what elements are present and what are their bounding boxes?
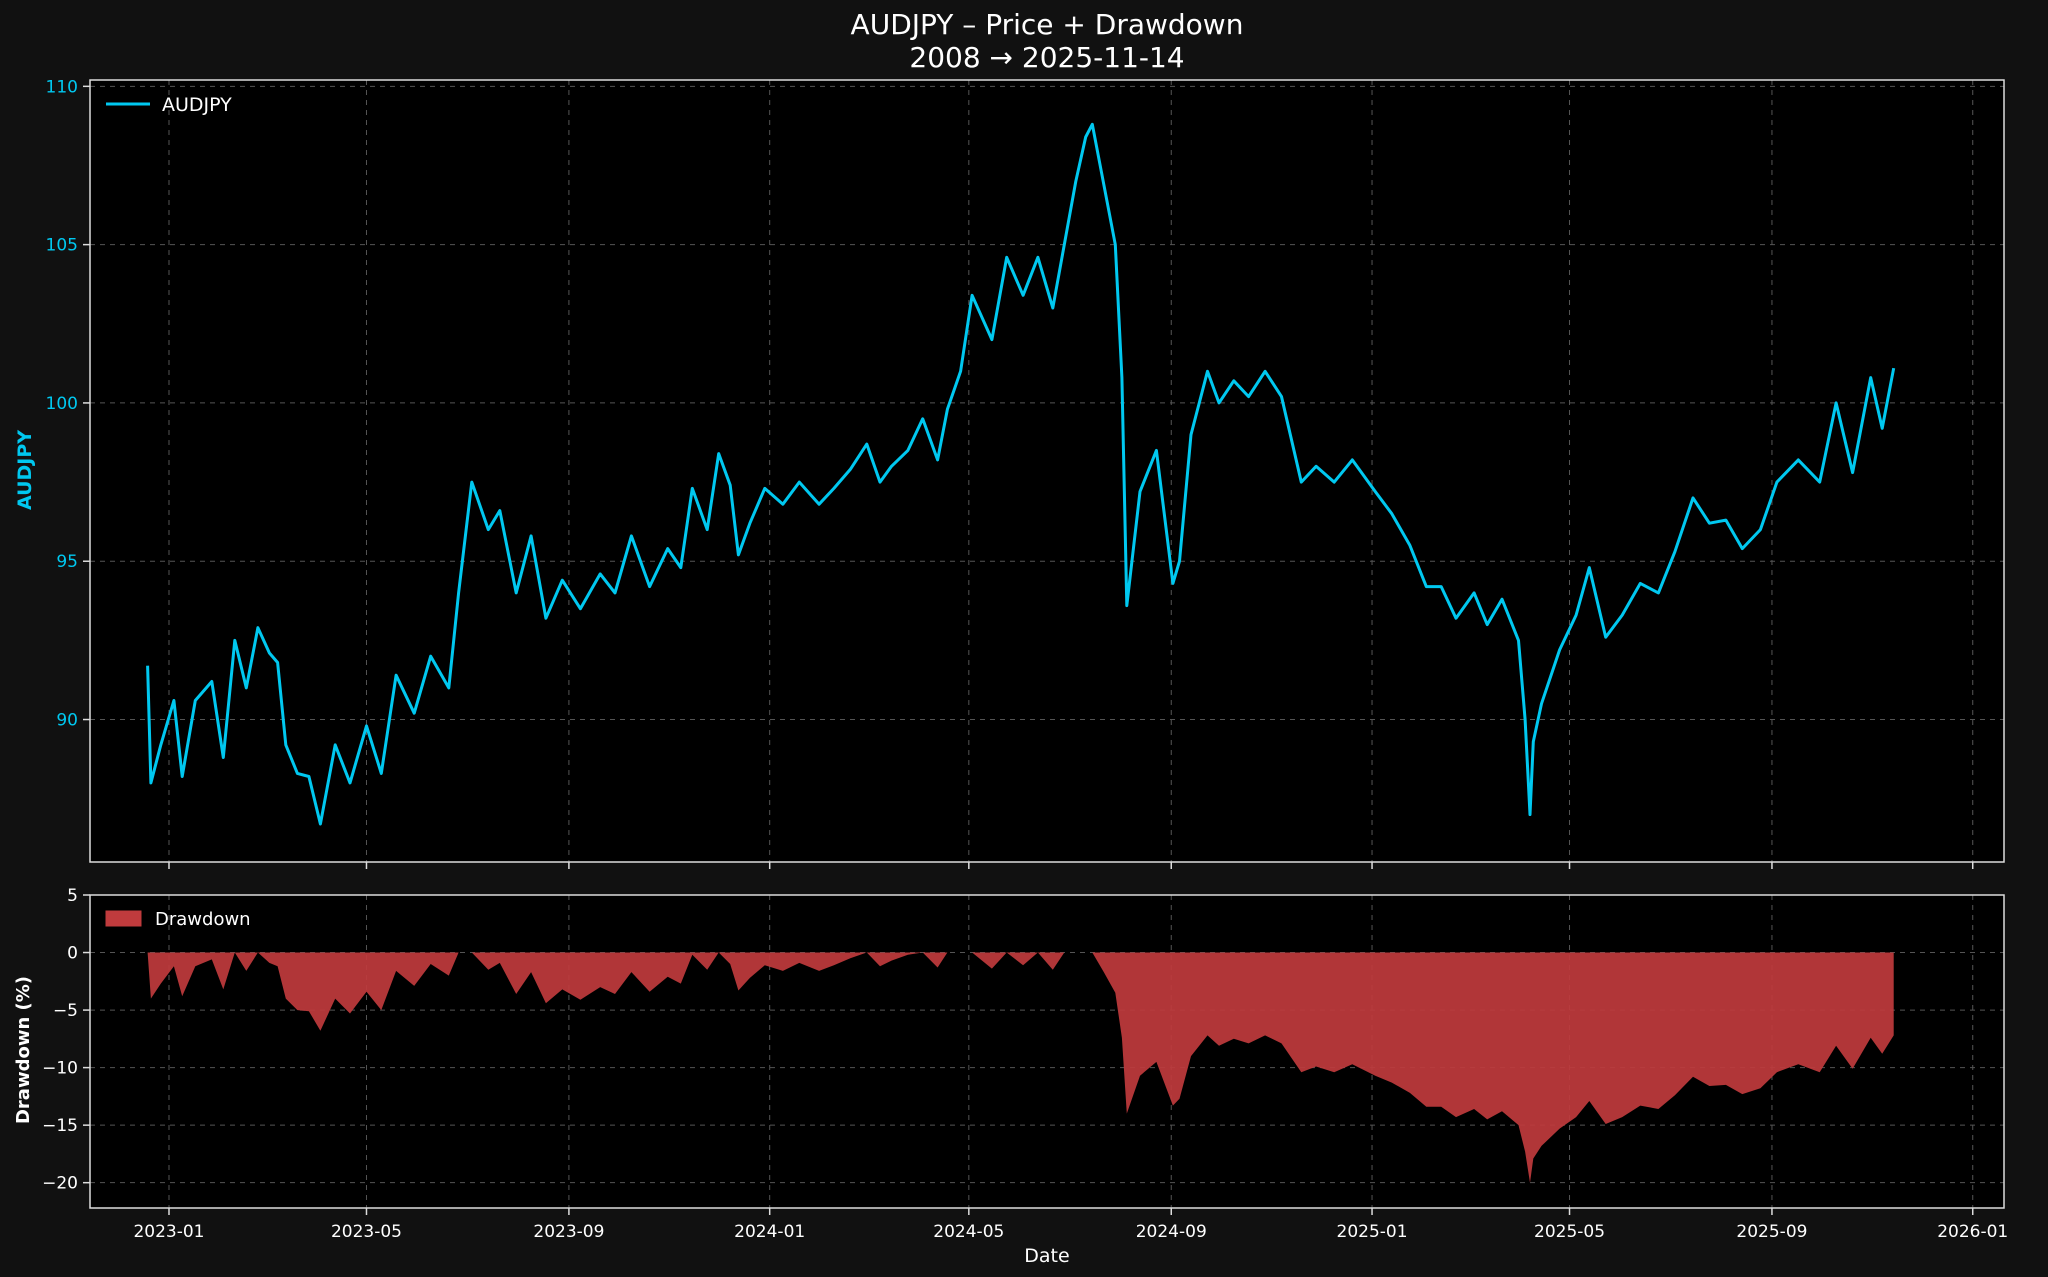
price-legend: AUDJPY [106, 94, 232, 116]
price-y-tick-label: 105 [46, 236, 78, 256]
price-grid [90, 80, 2004, 862]
drawdown-y-ticks: 5 0 −5 −10 −15 −20 [42, 886, 90, 1194]
drawdown-x-tick-label: 2025-01 [1337, 1222, 1408, 1242]
price-y-tick-label: 100 [46, 394, 78, 414]
drawdown-x-tick-label: 2024-05 [933, 1222, 1004, 1242]
drawdown-x-tick-label: 2026-01 [1937, 1222, 2008, 1242]
drawdown-area [147, 952, 1894, 1183]
drawdown-x-ticks: 2023-01 2023-05 2023-09 2024-01 2024-05 2024-… [133, 1208, 2008, 1242]
price-x-ticks [168, 862, 1974, 869]
drawdown-x-tick-label: 2025-09 [1736, 1222, 1807, 1242]
drawdown-x-tick-label: 2024-01 [734, 1222, 805, 1242]
chart-title-line-1: AUDJPY – Price + Drawdown [851, 8, 1244, 41]
drawdown-panel: 5 0 −5 −10 −15 −20 2023-01 2023-05 2023-09 2024-… [13, 886, 2008, 1267]
price-axes-frame [89, 79, 2005, 863]
drawdown-legend: Drawdown [105, 909, 251, 930]
drawdown-y-tick-label: 0 [67, 944, 78, 964]
price-y-axis-label: AUDJPY [14, 430, 36, 510]
price-y-ticks: 90 95 100 105 110 [46, 77, 90, 731]
drawdown-y-tick-label: −15 [42, 1116, 78, 1136]
drawdown-y-axis-label: Drawdown (%) [13, 976, 34, 1124]
drawdown-x-tick-label: 2023-01 [133, 1222, 204, 1242]
drawdown-x-axis-label: Date [1024, 1245, 1069, 1267]
price-axes-background [90, 80, 2004, 862]
price-panel: 90 95 100 105 110 AUDJPY AUDJPY [14, 77, 2005, 869]
price-y-tick-label: 110 [46, 77, 78, 97]
drawdown-legend-label: Drawdown [155, 909, 251, 930]
drawdown-x-tick-label: 2023-09 [533, 1222, 604, 1242]
drawdown-y-tick-label: −20 [42, 1174, 78, 1194]
drawdown-y-tick-label: 5 [67, 886, 78, 906]
price-y-tick-label: 90 [56, 711, 78, 731]
chart-title-line-2: 2008 → 2025-11-14 [909, 41, 1184, 74]
drawdown-x-tick-label: 2024-09 [1136, 1222, 1207, 1242]
drawdown-x-tick-label: 2023-05 [331, 1222, 402, 1242]
price-legend-label: AUDJPY [162, 94, 232, 116]
drawdown-legend-swatch [105, 910, 142, 927]
drawdown-y-tick-label: −10 [42, 1059, 78, 1079]
drawdown-x-tick-label: 2025-05 [1534, 1222, 1605, 1242]
drawdown-axes-frame [89, 894, 2005, 1209]
drawdown-y-tick-label: −5 [53, 1001, 78, 1021]
price-y-tick-label: 95 [56, 552, 78, 572]
price-series-line [146, 122, 1896, 826]
